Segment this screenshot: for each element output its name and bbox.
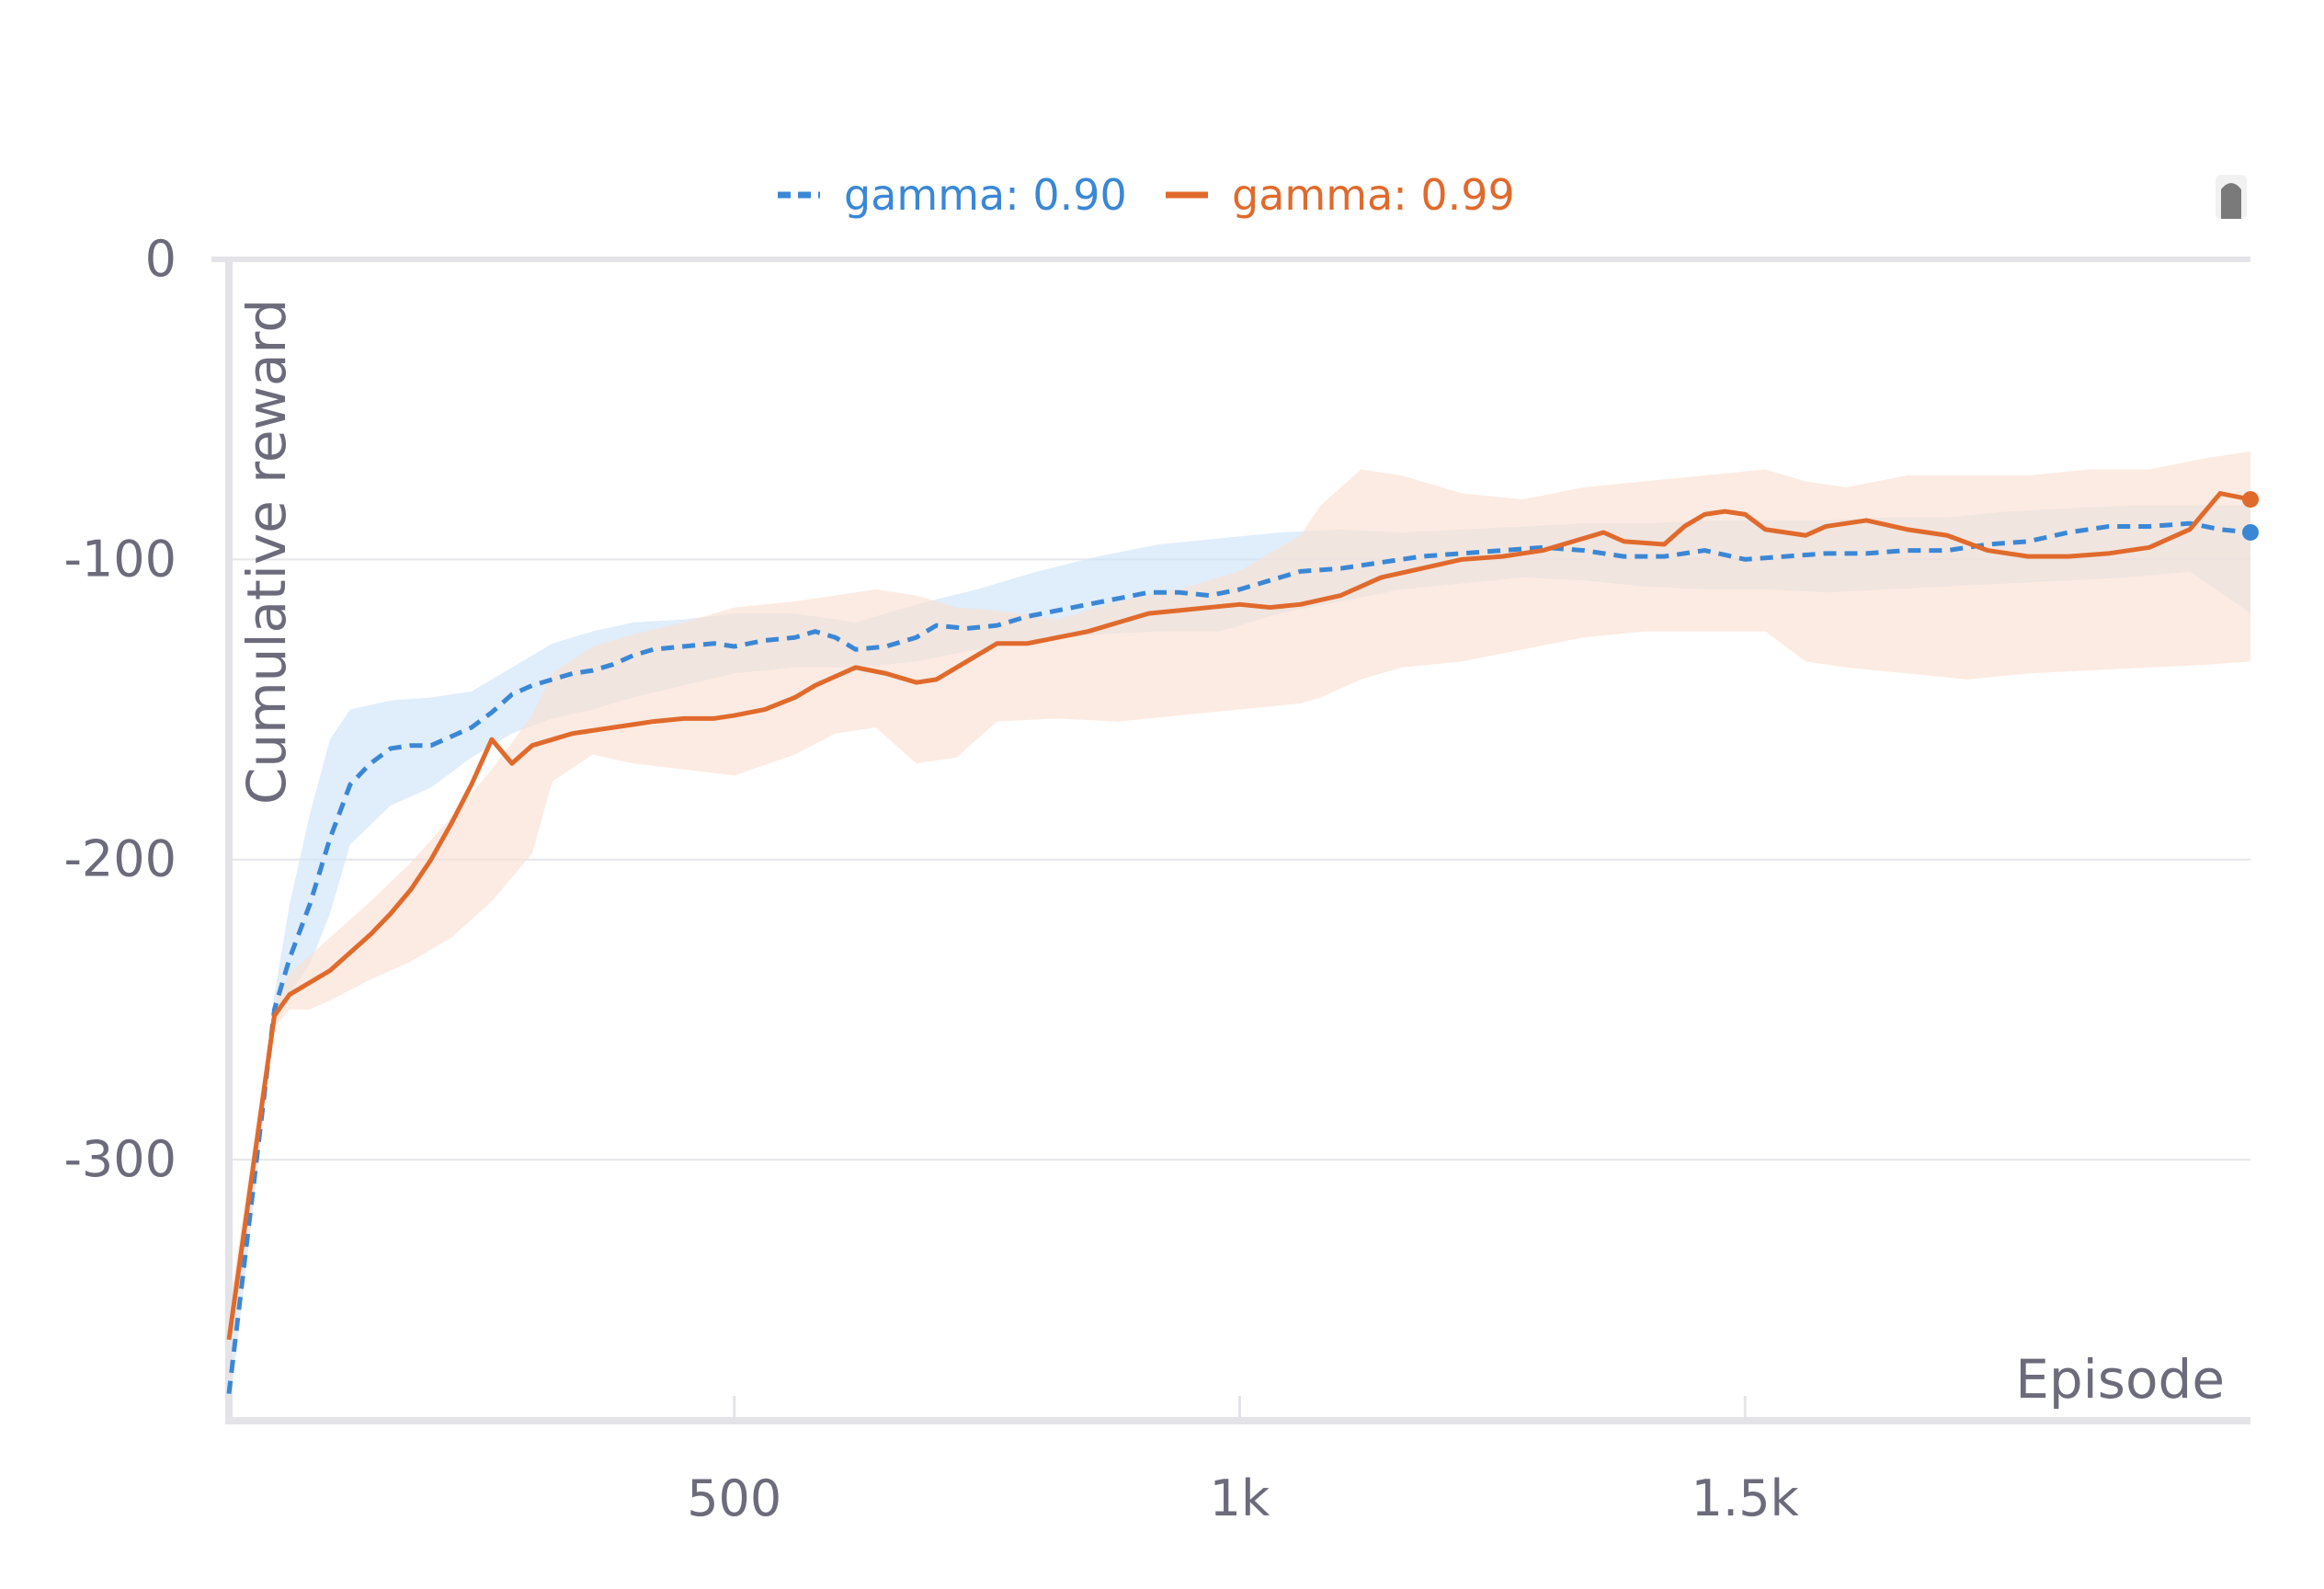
y-tick-label: -300 [63, 1130, 177, 1188]
y-axis-title: Cumulative reward [235, 299, 298, 805]
confidence-bands [229, 451, 2250, 1415]
tick-labels: 0 -100 -200 -300 500 1k 1.5k [63, 230, 1799, 1527]
y-tick-label: 0 [145, 230, 177, 288]
legend-label: gamma: 0.99 [1232, 170, 1515, 220]
confidence-band [229, 451, 2250, 1364]
legend[interactable]: gamma: 0.90 gamma: 0.99 [778, 170, 1515, 220]
series-lines [226, 491, 2259, 1394]
x-tick-label: 1.5k [1692, 1469, 1800, 1527]
legend-item[interactable]: gamma: 0.99 [1166, 170, 1515, 220]
y-tick-label: -100 [63, 530, 177, 588]
series-line [226, 491, 2251, 1341]
series-line [226, 520, 2251, 1394]
x-axis-title: Episode [2015, 1348, 2225, 1411]
legend-item[interactable]: gamma: 0.90 [778, 170, 1127, 220]
chart-menu-icon[interactable] [2216, 175, 2247, 219]
series-end-point [2242, 523, 2259, 541]
x-tick-label: 500 [687, 1469, 781, 1527]
x-tick-label: 1k [1210, 1469, 1270, 1527]
series-end-point [2242, 491, 2259, 509]
legend-label: gamma: 0.90 [844, 170, 1127, 220]
y-tick-label: -200 [63, 830, 177, 888]
